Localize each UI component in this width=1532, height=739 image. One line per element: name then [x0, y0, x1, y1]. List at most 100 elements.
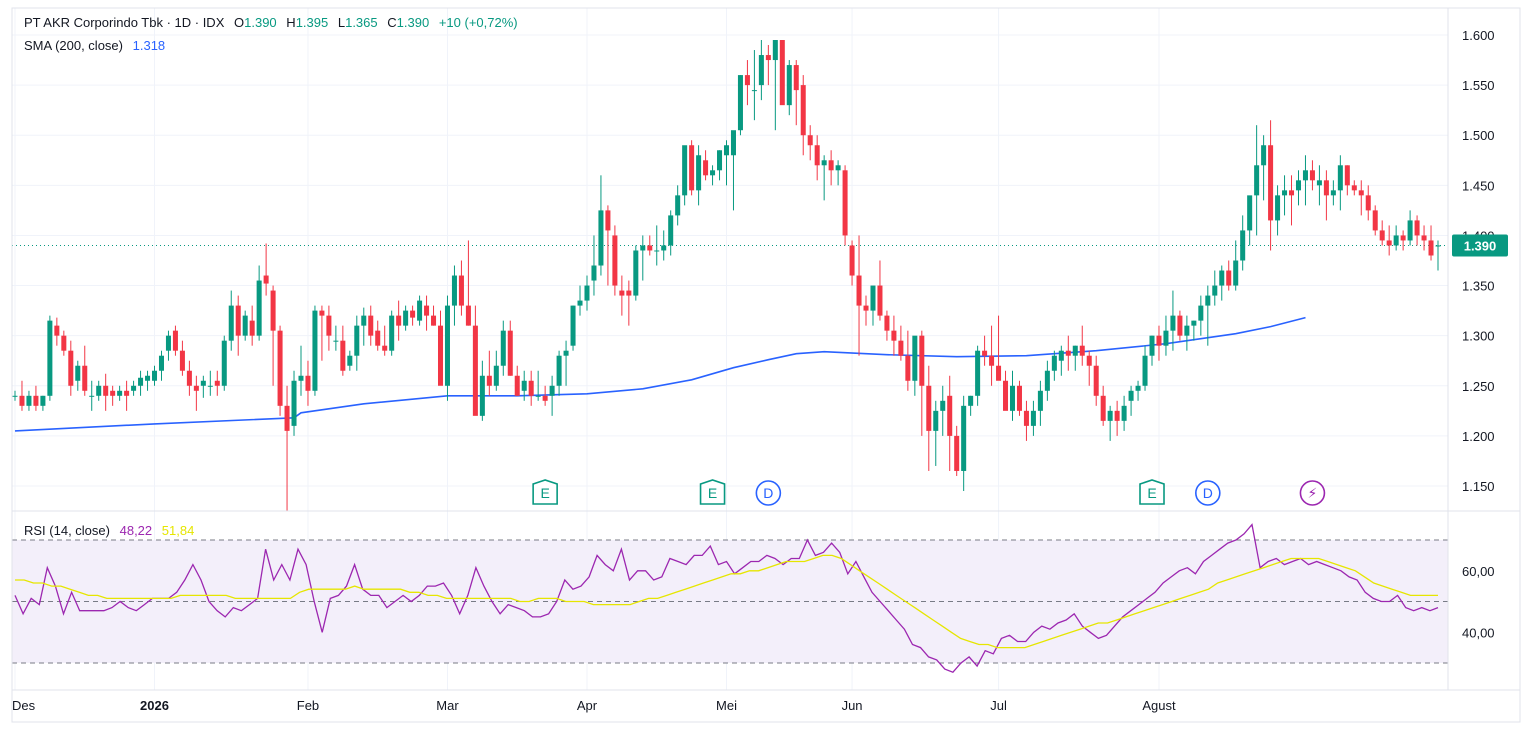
candle-body [1247, 195, 1253, 231]
candle [1037, 380, 1043, 426]
candle-body [1184, 325, 1190, 336]
candle-body [340, 340, 346, 371]
candle-body [1016, 385, 1022, 411]
candle [305, 360, 311, 406]
candle-body [270, 290, 276, 331]
dividend-marker[interactable]: D [1195, 480, 1221, 506]
candle-body [1240, 230, 1246, 261]
candle-body [75, 365, 81, 381]
candle-body [982, 350, 988, 356]
candle [151, 365, 158, 386]
candle [417, 295, 423, 326]
candle [1170, 290, 1176, 351]
candle-body [968, 395, 974, 406]
candle-body [1337, 165, 1343, 191]
legend-open-value: 1.390 [244, 15, 277, 30]
time-tick-label: Feb [297, 698, 319, 713]
candle-body [1009, 385, 1016, 411]
price-tick-label: 1.200 [1462, 429, 1495, 444]
candle-body [591, 265, 597, 281]
candle [1107, 405, 1113, 441]
candle [598, 175, 604, 276]
candle-body [451, 275, 457, 306]
candle [131, 380, 137, 396]
candle-body [263, 275, 269, 284]
main-legend: PT AKR Corporindo Tbk · 1D · IDX O1.390 … [24, 15, 518, 30]
legend-change: +10 (+0,72%) [438, 15, 518, 30]
candle-body [605, 210, 611, 231]
candle [1226, 260, 1232, 291]
rsi-lines-layer [14, 523, 1439, 673]
earnings-marker[interactable]: E [1139, 479, 1165, 505]
candle [1135, 380, 1141, 401]
candle [828, 150, 834, 186]
candle [1072, 345, 1078, 371]
candle-body [103, 385, 109, 396]
candle [675, 185, 681, 226]
candle [1065, 335, 1071, 371]
last-price-tag-bg [1452, 234, 1508, 257]
candle-body [828, 160, 834, 171]
candle-body [1177, 315, 1183, 336]
candle [744, 60, 750, 106]
events-layer[interactable]: E E D E D ⚡ [532, 479, 1326, 506]
candle [1198, 295, 1204, 336]
rsi-tick-label: 60,00 [1462, 564, 1495, 579]
split-marker[interactable]: ⚡ [1299, 480, 1326, 506]
candles-layer [12, 40, 1441, 512]
candle-body [1205, 295, 1211, 306]
candle-body [1414, 220, 1420, 236]
candle-body [500, 330, 506, 366]
candle-body [821, 160, 827, 166]
candle-body [1365, 195, 1371, 211]
candle-body [933, 410, 939, 431]
candle [326, 305, 332, 351]
dividend-marker[interactable]: D [755, 480, 782, 506]
candle-body [1135, 385, 1141, 391]
sma-legend[interactable]: SMA (200, close) 1.318 [24, 38, 165, 53]
candle-body [444, 305, 450, 386]
candle-body [165, 335, 171, 351]
candle [1302, 155, 1308, 206]
candle-body [458, 275, 464, 306]
candle [765, 45, 771, 86]
candle [1086, 350, 1092, 386]
candle-body [926, 385, 932, 431]
candle [1247, 195, 1253, 246]
candle-body [26, 395, 32, 406]
axes-layer: 1.1501.2001.2501.3001.3501.4001.4501.500… [11, 7, 1521, 723]
candle-body [1051, 355, 1057, 371]
candle [354, 315, 360, 371]
earnings-marker[interactable]: E [532, 479, 558, 505]
candle-body [68, 350, 74, 386]
candle-body [347, 355, 353, 366]
earnings-marker[interactable]: E [699, 479, 726, 505]
candle [940, 385, 946, 436]
rsi-legend[interactable]: RSI (14, close) 48,22 51,84 [24, 523, 194, 538]
candle-body [835, 165, 841, 171]
candle-body [898, 340, 904, 356]
candle-body [1233, 260, 1239, 286]
time-tick-label: Mar [436, 698, 459, 713]
candle-body [1261, 145, 1267, 166]
candle-body [465, 305, 471, 326]
candle-body [1093, 365, 1099, 396]
candle-body [493, 365, 499, 386]
candle-body [975, 350, 981, 396]
candle [1003, 370, 1009, 411]
candle-body [1330, 190, 1336, 196]
candle [270, 285, 276, 386]
candle-body [333, 340, 339, 342]
candle [75, 360, 81, 391]
candle [710, 165, 716, 186]
candle [1421, 225, 1427, 251]
candle-body [12, 395, 18, 397]
candle [1128, 385, 1134, 416]
candle [124, 380, 130, 411]
candle [919, 330, 925, 436]
candle [451, 265, 457, 326]
candle-body [940, 400, 946, 411]
candle [500, 320, 506, 376]
candle-body [1275, 195, 1281, 221]
